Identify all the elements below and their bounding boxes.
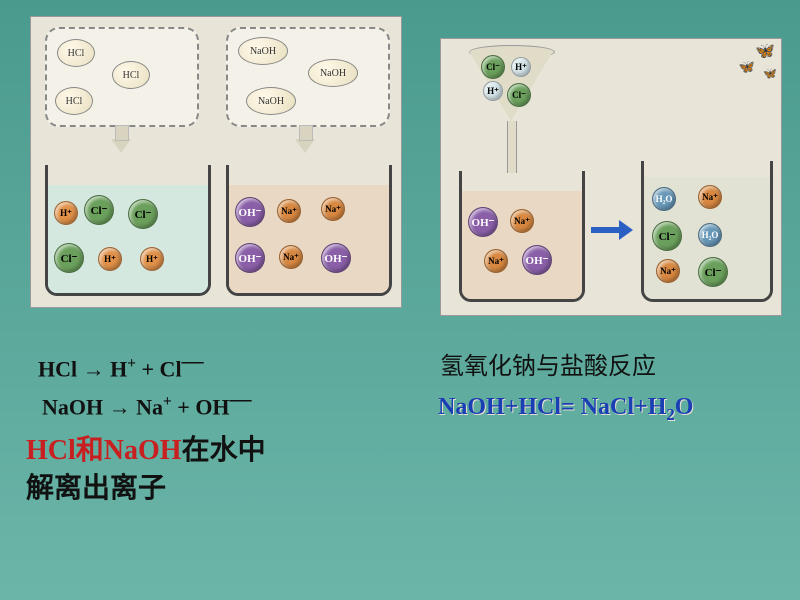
oh-ion: OH⁻ xyxy=(321,243,351,273)
h2o-ion: H₂O xyxy=(652,187,676,211)
cl-ion: Cl⁻ xyxy=(698,257,728,287)
before-beaker: OH⁻ Na⁺ Na⁺ OH⁻ xyxy=(459,171,585,302)
na-ion: Na⁺ xyxy=(279,245,303,269)
h-ion: H⁺ xyxy=(511,57,531,77)
caption-black-1: 在水中 xyxy=(182,435,266,466)
naoh-beaker: OH⁻ Na⁺ Na⁺ OH⁻ Na⁺ OH⁻ xyxy=(226,165,392,296)
oh-ion: OH⁻ xyxy=(522,245,552,275)
dissociation-caption: HCl和NaOH在水中 xyxy=(26,428,266,468)
na-ion: Na⁺ xyxy=(321,197,345,221)
butterfly-icon: 🦋 xyxy=(755,41,775,61)
h-ion: H⁺ xyxy=(140,247,164,271)
h-ion: H⁺ xyxy=(483,81,503,101)
na-ion: Na⁺ xyxy=(698,185,722,209)
reaction-equation: NaOH+HCl= NaCl+H2O xyxy=(438,394,693,425)
left-panel: HCl HCl HCl NaOH NaOH NaOH H⁺ Cl⁻ Cl⁻ Cl… xyxy=(30,16,402,308)
caption-red: HCl和NaOH xyxy=(26,435,182,466)
oh-ion: OH⁻ xyxy=(235,243,265,273)
cl-ion: Cl⁻ xyxy=(84,195,114,225)
naoh-molecule: NaOH xyxy=(246,87,296,115)
butterfly-icon: 🦋 xyxy=(739,59,755,75)
h-ion: H⁺ xyxy=(98,247,122,271)
reaction-caption: 氢氧化钠与盐酸反应 xyxy=(440,346,656,381)
right-panel: 🦋 🦋 🦋 Cl⁻ H⁺ H⁺ Cl⁻ OH⁻ Na⁺ Na⁺ OH⁻ H₂O … xyxy=(440,38,782,316)
hcl-molecule: HCl xyxy=(55,87,93,115)
cl-ion: Cl⁻ xyxy=(128,199,158,229)
after-beaker: H₂O Na⁺ Cl⁻ H₂O Na⁺ Cl⁻ xyxy=(641,161,773,302)
na-ion: Na⁺ xyxy=(277,199,301,223)
na-ion: Na⁺ xyxy=(656,259,680,283)
naoh-cloud: NaOH NaOH NaOH xyxy=(226,27,390,127)
cl-ion: Cl⁻ xyxy=(652,221,682,251)
dissociation-caption-2: 解离出离子 xyxy=(26,466,166,506)
na-ion: Na⁺ xyxy=(484,249,508,273)
eq-naoh: NaOH → Na+ + OH— xyxy=(42,386,252,420)
hcl-cloud: HCl HCl HCl xyxy=(45,27,199,127)
naoh-molecule: NaOH xyxy=(308,59,358,87)
hcl-molecule: HCl xyxy=(112,61,150,89)
naoh-molecule: NaOH xyxy=(238,37,288,65)
hcl-liquid xyxy=(48,185,208,293)
arrow-right-icon xyxy=(591,227,621,233)
hcl-beaker: H⁺ Cl⁻ Cl⁻ Cl⁻ H⁺ H⁺ xyxy=(45,165,211,296)
arrow-down-icon xyxy=(111,139,131,153)
oh-ion: OH⁻ xyxy=(235,197,265,227)
h2o-ion: H₂O xyxy=(698,223,722,247)
funnel-stem xyxy=(507,121,517,173)
h-ion: H⁺ xyxy=(54,201,78,225)
butterfly-icon: 🦋 xyxy=(763,67,777,80)
na-ion: Na⁺ xyxy=(510,209,534,233)
oh-ion: OH⁻ xyxy=(468,207,498,237)
cl-ion: Cl⁻ xyxy=(481,55,505,79)
arrow-down-icon xyxy=(295,139,315,153)
hcl-molecule: HCl xyxy=(57,39,95,67)
cl-ion: Cl⁻ xyxy=(507,83,531,107)
cl-ion: Cl⁻ xyxy=(54,243,84,273)
eq-hcl: HCl → H+ + Cl— xyxy=(38,348,204,382)
